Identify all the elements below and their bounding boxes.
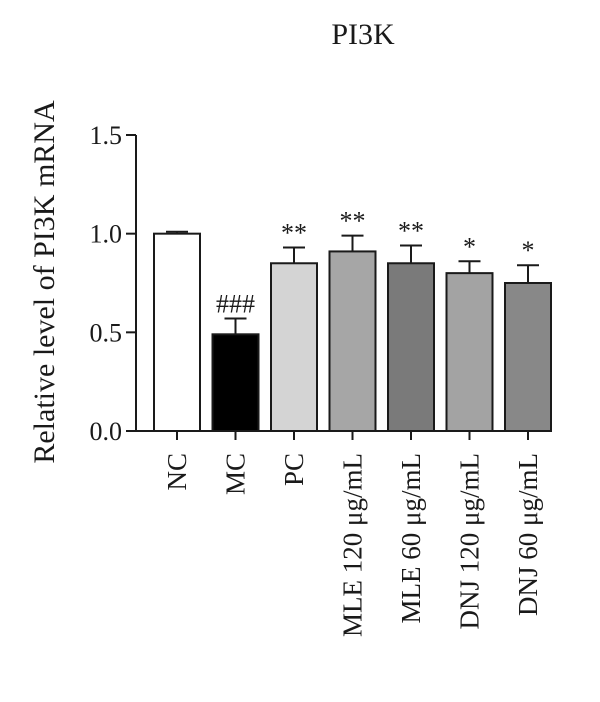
significance-label-2: **: [281, 218, 307, 247]
axes-group: 0.0 0.5 1.0 1.5: [90, 121, 550, 446]
bar-5: [445, 272, 494, 432]
x-tick-label-3: MLE 120 μg/mL: [338, 453, 368, 637]
bar-4: [387, 262, 435, 432]
category-labels: NC MC PC MLE 120 μg/mL MLE 60 μg/mL DNJ 120 μ…: [162, 453, 543, 637]
chart-title: PI3K: [331, 18, 395, 51]
significance-label-4: **: [398, 217, 424, 246]
y-tick-label-2: 1.0: [90, 220, 123, 249]
significance-label-3: **: [340, 207, 366, 236]
y-tick-label-0: 0.0: [90, 417, 123, 446]
x-tick-label-5: DNJ 120 μg/mL: [455, 453, 485, 629]
bar-6: [504, 282, 552, 432]
y-axis-label: Relative level of PI3K mRNA: [28, 100, 61, 464]
bar-0: [153, 232, 201, 432]
bar-1: [211, 333, 260, 433]
error-bars-group: [166, 230, 539, 335]
bar-2: [270, 262, 318, 432]
y-tick-label-3: 1.5: [90, 121, 123, 150]
significance-label-5: *: [463, 232, 476, 261]
x-tick-label-6: DNJ 60 μg/mL: [513, 453, 543, 616]
y-tick-label-1: 0.5: [90, 318, 123, 347]
significance-label-1: ###: [216, 290, 255, 319]
x-tick-label-2: PC: [279, 453, 309, 486]
significance-labels: ###** ** *** *: [216, 207, 535, 319]
x-tick-label-1: MC: [221, 453, 251, 495]
bar-3: [328, 250, 377, 432]
bars-group: [153, 232, 552, 433]
significance-label-6: *: [522, 236, 535, 265]
x-tick-label-0: NC: [162, 453, 192, 491]
x-tick-label-4: MLE 60 μg/mL: [396, 453, 426, 623]
